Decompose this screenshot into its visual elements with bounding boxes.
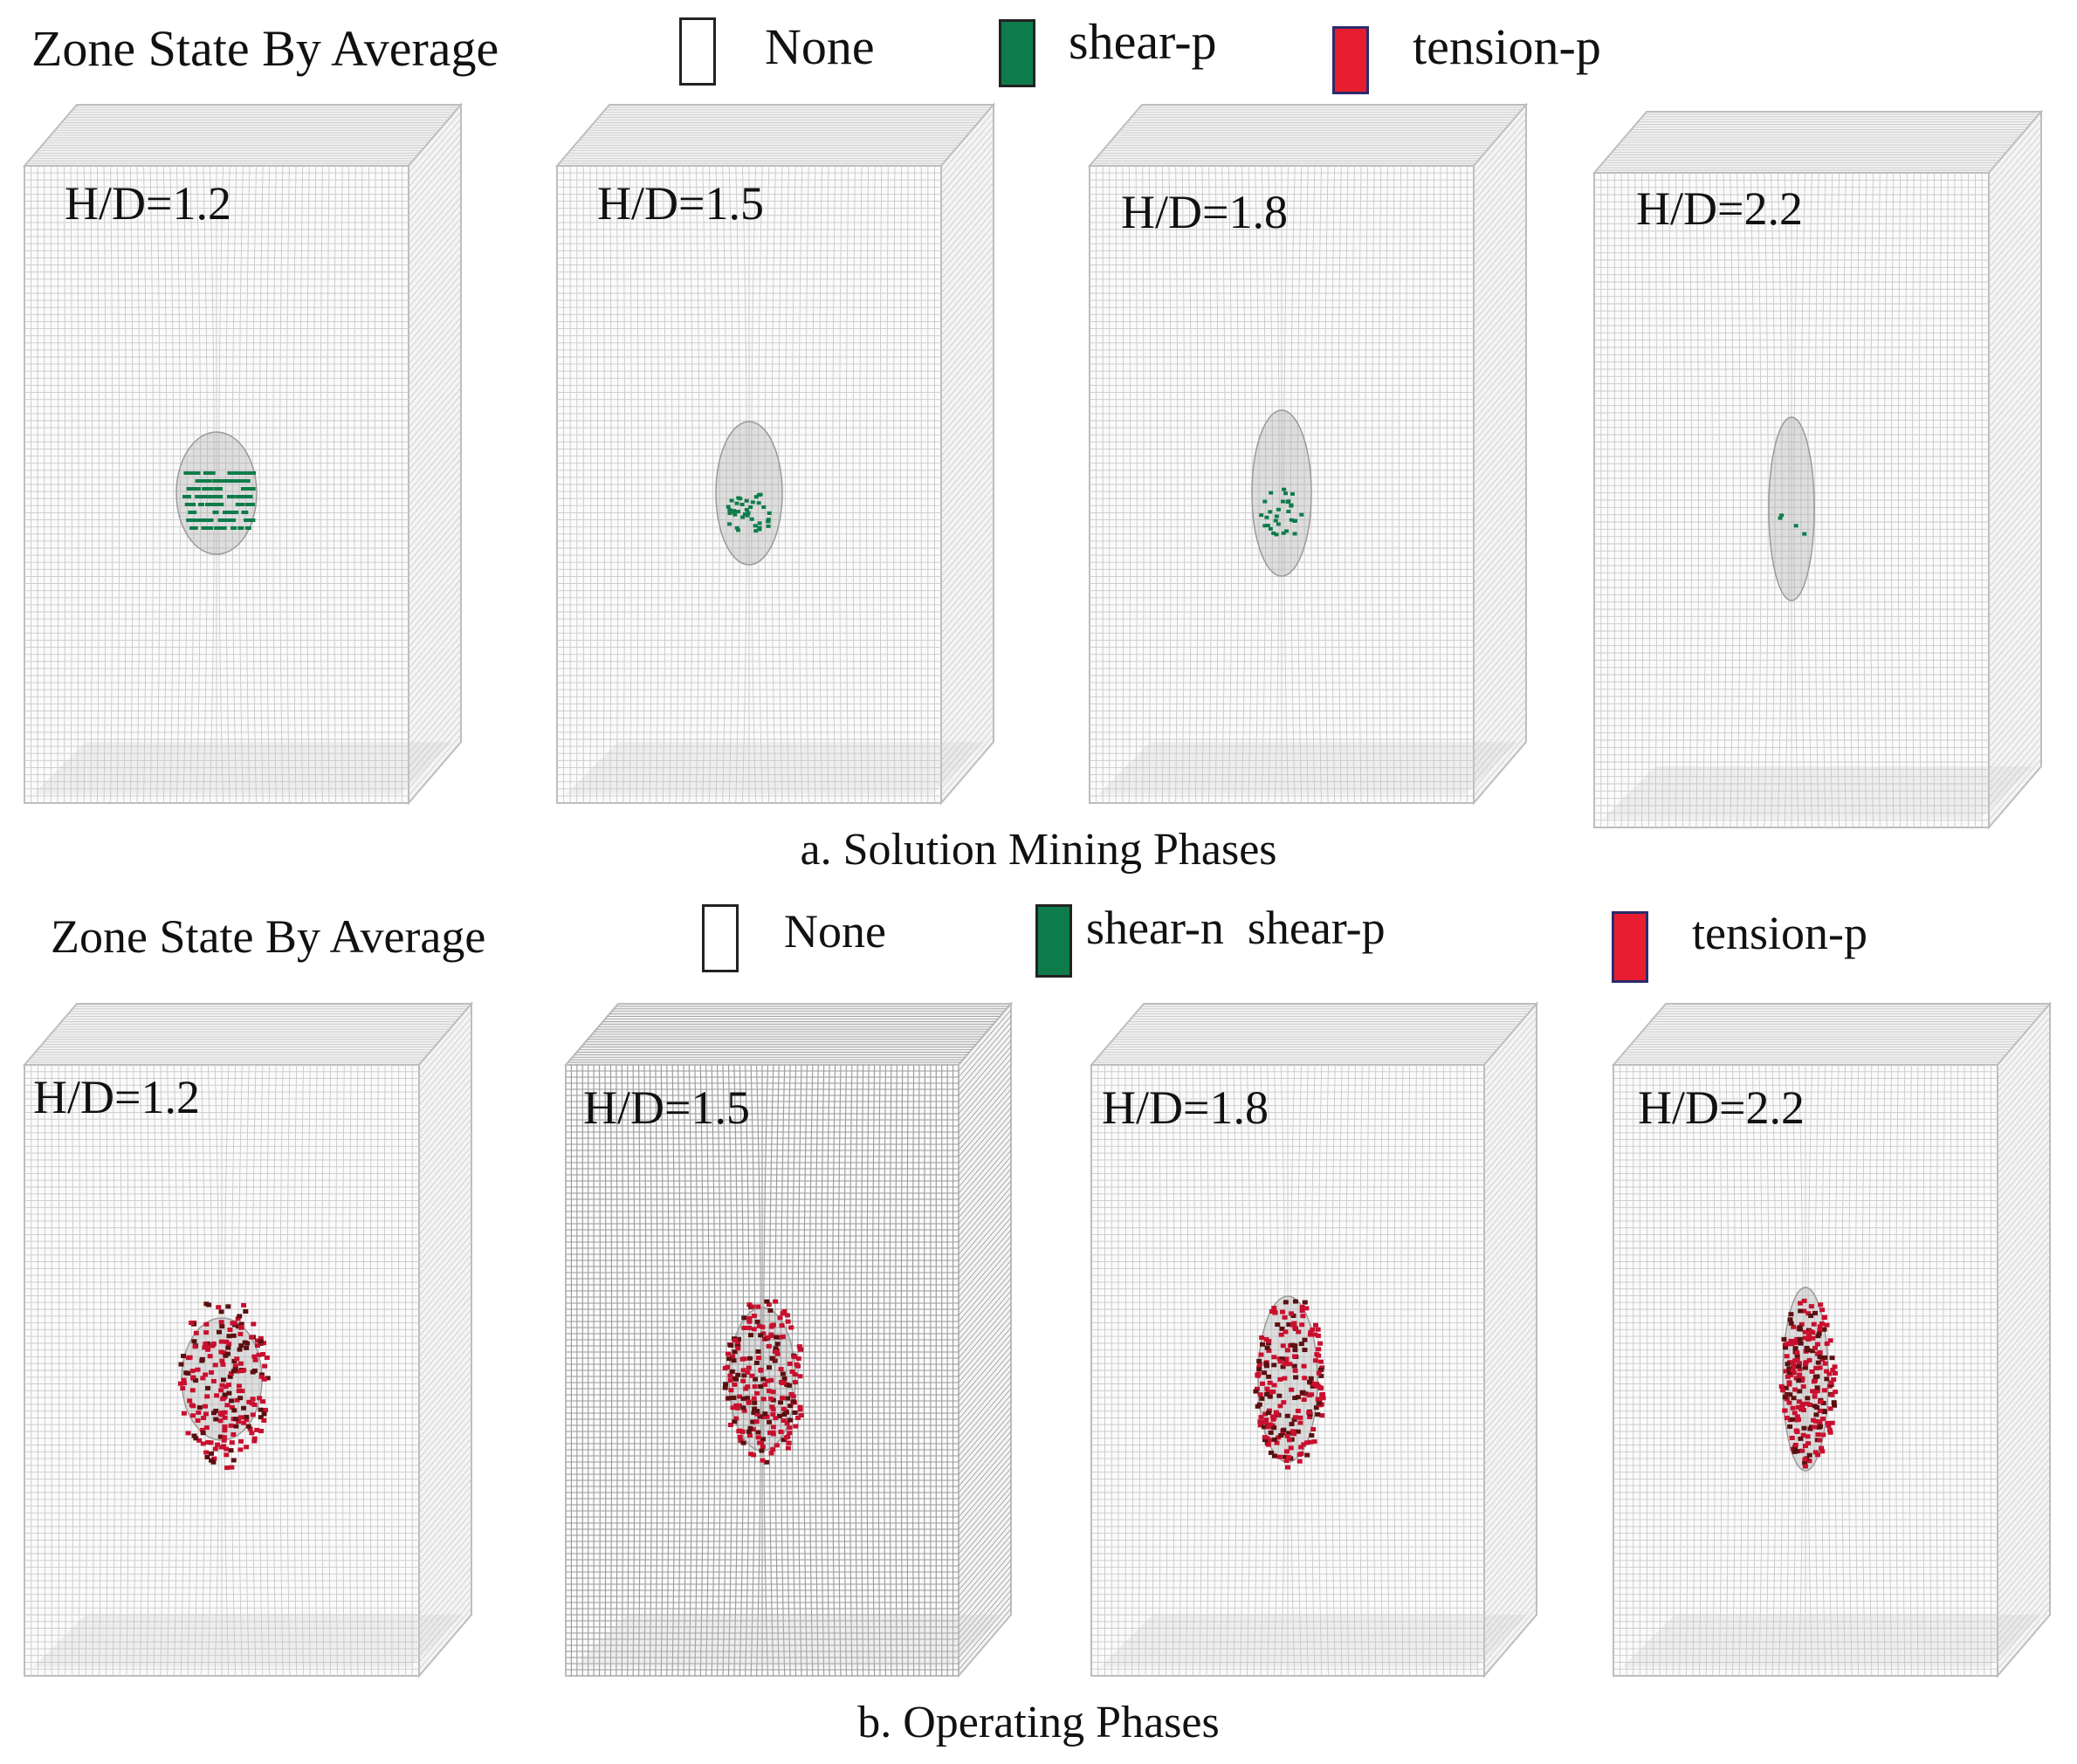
hd-ratio-label: H/D=1.8 [1102,1081,1269,1134]
legend-label-none: None [784,905,886,958]
hd-ratio-label: H/D=1.5 [597,177,764,230]
mesh-block-diagram [22,1001,474,1678]
cavern [1768,416,1815,601]
legend-label-tension: tension-p [1413,18,1601,75]
cavern [1251,409,1312,577]
hd-ratio-label: H/D=2.2 [1638,1081,1805,1134]
panel-b-4: H/D=2.2 [1611,1001,2053,1678]
legend-operating: Zone State By Average None shear-n shear… [0,883,2077,983]
panel-b-1: H/D=1.2 [22,1001,474,1678]
legend-swatch-none [679,17,716,86]
mesh-block-diagram [1611,1001,2053,1678]
hd-ratio-label: H/D=1.2 [33,1071,200,1123]
mesh-lines [1592,109,2044,830]
panel-a-2: H/D=1.5 [554,102,996,806]
legend-title: Zone State By Average [51,910,486,963]
panel-a-4: H/D=2.2 [1592,109,2044,830]
hd-ratio-label: H/D=1.5 [583,1081,750,1134]
caption-solution-mining: a. Solution Mining Phases [800,825,1277,875]
shear-failure-zone [182,471,257,530]
tension-failure-zone [722,1299,804,1465]
shear-failure-zone [1259,487,1304,537]
mesh-lines [1089,1001,1539,1678]
panel-b-3: H/D=1.8 [1089,1001,1539,1678]
panel-a-1: H/D=1.2 [22,102,464,806]
mesh-block-diagram [1592,109,2044,830]
legend-solution-mining: Zone State By Average None shear-p tensi… [0,0,2077,94]
hd-ratio-label: H/D=1.8 [1121,186,1288,238]
shear-failure-zone [726,492,772,533]
hd-ratio-label: H/D=2.2 [1636,182,1803,235]
mesh-block-diagram [22,102,464,806]
mesh-block-diagram [1087,102,1529,806]
legend-swatch-tension [1612,911,1648,983]
mesh-lines [554,102,996,806]
mesh-block-diagram [563,1001,1014,1678]
panel-b-2: H/D=1.5 [563,1001,1014,1678]
mesh-lines [1087,102,1529,806]
mesh-lines [22,1001,474,1678]
tension-failure-zone [177,1301,271,1471]
legend-swatch-shear [999,19,1035,87]
mesh-block-diagram [554,102,996,806]
legend-label-shear: shear-p [1069,13,1217,70]
caption-operating: b. Operating Phases [857,1698,1220,1747]
shear-failure-zone [1778,513,1807,536]
legend-swatch-none [702,904,739,972]
legend-label-shear: shear-n shear-p [1086,902,1386,954]
panel-a-3: H/D=1.8 [1087,102,1529,806]
legend-swatch-shear [1035,904,1072,978]
mesh-lines [22,102,464,806]
tension-failure-zone [1778,1298,1839,1469]
mesh-lines [1611,1001,2053,1678]
legend-label-tension: tension-p [1692,907,1867,959]
legend-label-none: None [765,18,875,75]
hd-ratio-label: H/D=1.2 [65,177,231,230]
cavern [175,431,258,555]
legend-title: Zone State By Average [31,20,499,77]
tension-failure-zone [1253,1299,1326,1470]
cavern [715,421,783,566]
legend-swatch-tension [1332,26,1369,94]
mesh-block-diagram [1089,1001,1539,1678]
